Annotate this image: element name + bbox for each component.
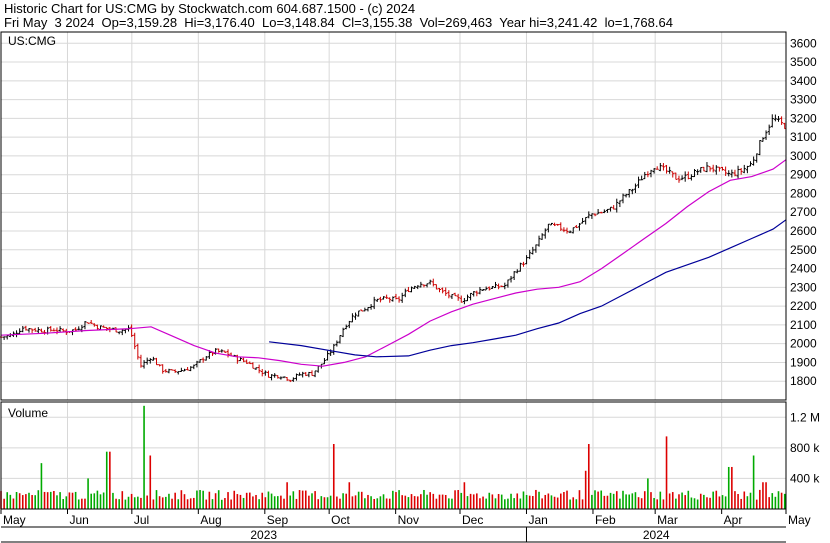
price-tick-label: 2300 [790, 280, 817, 294]
year-label: 2024 [643, 528, 670, 542]
month-label: Nov [398, 513, 419, 527]
month-label: Jul [134, 513, 149, 527]
volume-tick-label: 400 k [790, 471, 820, 485]
month-label: May [3, 513, 26, 527]
price-tick-label: 2700 [790, 205, 817, 219]
month-axis-labels: May Jun Jul Aug Sep Oct Nov Dec Jan Feb Mar Apr May [0, 509, 811, 527]
price-axis-labels: 1800 1900 2000 2100 2200 2300 2400 2500 2600 2700… [790, 36, 817, 388]
price-tick-label: 3400 [790, 74, 817, 88]
price-tick-label: 2600 [790, 224, 817, 238]
volume-bars [0, 405, 786, 509]
price-tick-label: 2800 [790, 186, 817, 200]
volume-panel-border [0, 401, 787, 510]
price-bars [0, 114, 787, 383]
price-tick-label: 1800 [790, 374, 817, 388]
month-label: Oct [331, 513, 350, 527]
month-label: Dec [462, 513, 483, 527]
chart-title: Historic Chart for US:CMG by Stockwatch.… [4, 1, 416, 16]
chart-frame [0, 31, 787, 543]
price-tick-label: 3200 [790, 111, 817, 125]
gridlines [1, 32, 787, 509]
month-label: Jun [69, 513, 88, 527]
month-label: Aug [200, 513, 221, 527]
price-tick-label: 1900 [790, 355, 817, 369]
quote-summary: Fri May 3 2024 Op=3,159.28 Hi=3,176.40 L… [4, 15, 673, 30]
price-panel-border [0, 31, 787, 401]
short-moving-average-line [0, 159, 787, 367]
month-label: Jan [528, 513, 547, 527]
price-tick-label: 2200 [790, 299, 817, 313]
month-label: May [788, 513, 811, 527]
price-tick-label: 2500 [790, 243, 817, 257]
price-tick-label: 3000 [790, 149, 817, 163]
month-label: Sep [267, 513, 289, 527]
symbol-label: US:CMG [8, 34, 56, 48]
price-tick-label: 3500 [790, 55, 817, 69]
volume-tick-label: 1.2 M [790, 410, 820, 424]
long-moving-average-line [269, 219, 787, 358]
price-tick-label: 2100 [790, 318, 817, 332]
moving-averages [0, 159, 787, 367]
price-tick-label: 3100 [790, 130, 817, 144]
price-tick-label: 3300 [790, 93, 817, 107]
year-axis-labels: 2023 2024 [250, 527, 670, 542]
year-label: 2023 [250, 528, 277, 542]
month-label: Feb [595, 513, 616, 527]
price-tick-label: 2900 [790, 168, 817, 182]
price-tick-label: 2000 [790, 337, 817, 351]
month-label: Mar [657, 513, 678, 527]
price-tick-label: 3600 [790, 36, 817, 50]
price-tick-label: 2400 [790, 262, 817, 276]
month-label: Apr [724, 513, 743, 527]
volume-axis-labels: 400 k 800 k 1.2 M [790, 410, 820, 485]
volume-tick-label: 800 k [790, 441, 820, 455]
volume-label: Volume [8, 406, 48, 420]
